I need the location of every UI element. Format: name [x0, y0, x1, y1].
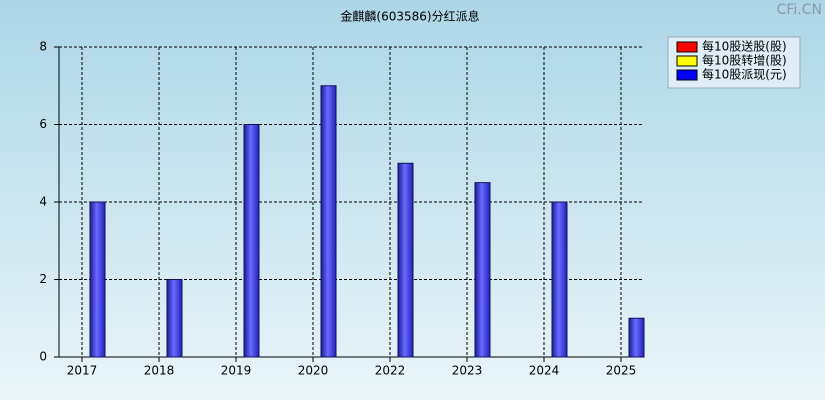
bar: [320, 85, 337, 358]
bar: [474, 182, 491, 358]
y-tick-label: 0: [39, 350, 47, 364]
y-tick-label: 8: [39, 40, 47, 54]
bar: [89, 201, 106, 358]
x-tick-label: 2025: [606, 364, 637, 378]
x-tick-label: 2017: [67, 364, 98, 378]
legend-label: 每10股转增(股): [702, 53, 787, 68]
x-tick-label: 2023: [452, 364, 483, 378]
x-tick-label: 2019: [221, 364, 252, 378]
x-tick-label: 2022: [375, 364, 406, 378]
chart-title: 金麒麟(603586)分红派息: [340, 9, 479, 24]
legend-label: 每10股派现(元): [702, 67, 787, 82]
legend-swatch: [676, 41, 698, 53]
bar: [166, 279, 183, 358]
watermark: CFi.CN: [777, 2, 822, 18]
x-tick-label: 2020: [298, 364, 329, 378]
bar: [551, 201, 568, 358]
legend-label: 每10股送股(股): [702, 39, 787, 54]
bar: [397, 162, 414, 358]
bar: [628, 317, 645, 358]
legend-swatch: [676, 69, 698, 81]
y-tick-label: 2: [39, 272, 47, 286]
x-tick-label: 2018: [144, 364, 175, 378]
legend-swatch: [676, 55, 698, 67]
y-tick-label: 6: [39, 117, 47, 131]
y-tick-label: 4: [39, 195, 47, 209]
x-tick-label: 2024: [529, 364, 560, 378]
bar: [243, 124, 260, 358]
